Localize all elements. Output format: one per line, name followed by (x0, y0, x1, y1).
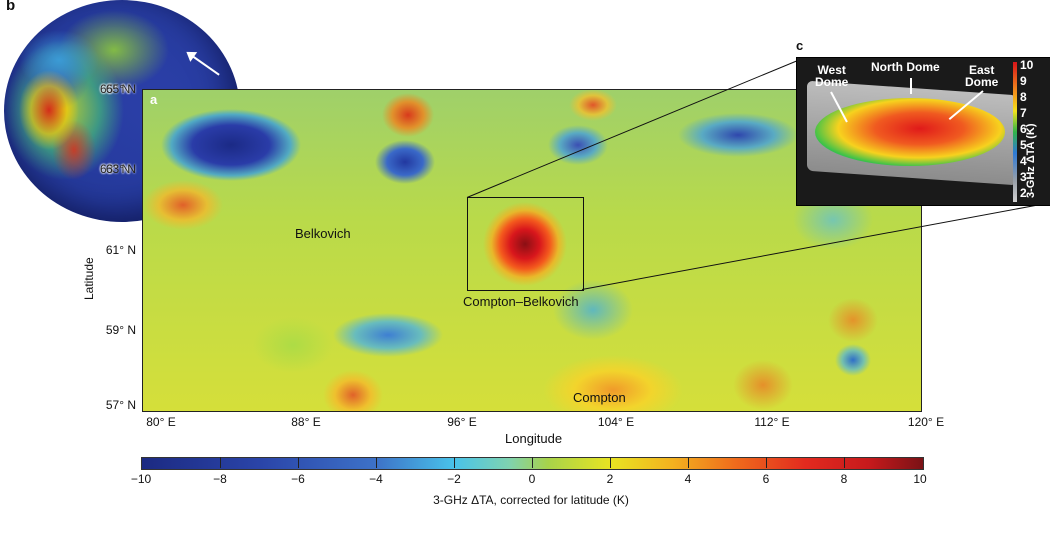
colorbar-title: 3-GHz ΔTA, corrected for latitude (K) (433, 493, 629, 507)
colorbar-label: 10 (913, 472, 927, 486)
inset-tick: 10 (1020, 58, 1034, 72)
colorbar-label: −8 (213, 472, 227, 486)
y-tick-61: 61° N (105, 243, 136, 257)
x-tick-96: 96° E (447, 415, 477, 429)
colorbar-label: −6 (291, 472, 305, 486)
x-tick-112: 112° E (754, 415, 790, 429)
inset-tick: 2 (1020, 186, 1027, 200)
label-north-dome: North Dome (871, 60, 940, 74)
map-label-compton-belkovich: Compton–Belkovich (463, 294, 579, 309)
arrow-icon (910, 78, 912, 94)
panel-b-letter: b (6, 0, 16, 14)
colorbar-label: −4 (369, 472, 383, 486)
colorbar-label: 2 (606, 472, 614, 486)
y-tick-65: 65° N (105, 82, 136, 96)
y-axis-label: Latitude (82, 257, 96, 300)
y-tick-59: 59° N (105, 323, 136, 337)
inset-tick: 3 (1020, 170, 1027, 184)
colorbar-tick (376, 457, 377, 468)
inset-scale-title: 3-GHz ΔTA (K) (1025, 123, 1037, 198)
colorbar-tick (298, 457, 299, 468)
map-label-belkovich: Belkovich (295, 226, 351, 241)
x-tick-104: 104° E (597, 415, 635, 429)
inset-tick: 8 (1020, 90, 1027, 104)
inset-tick: 9 (1020, 74, 1027, 88)
colorbar-label: −2 (447, 472, 461, 486)
inset-tick: 4 (1020, 154, 1027, 168)
colorbar-label: 4 (684, 472, 692, 486)
x-axis-label: Longitude (505, 431, 563, 446)
x-tick-120: 120° E (907, 415, 945, 429)
map-label-compton: Compton (573, 390, 626, 405)
inset-3d-panel-c: West Dome North Dome East Dome 10 9 8 7 6 … (796, 57, 1050, 206)
globe-lat-65: 65° N (100, 82, 131, 96)
colorbar-tick (454, 457, 455, 468)
inset-heat-dome (815, 98, 1005, 166)
zoom-region-box (467, 197, 584, 291)
inset-color-scale (1013, 62, 1017, 202)
globe-lat-63: 63° N (100, 162, 131, 176)
colorbar-tick (844, 457, 845, 468)
colorbar-label: 8 (840, 472, 848, 486)
inset-tick: 7 (1020, 106, 1027, 120)
colorbar-label: 6 (762, 472, 770, 486)
x-tick-88: 88° E (291, 415, 321, 429)
colorbar-tick (220, 457, 221, 468)
inset-tick: 6 (1020, 122, 1027, 136)
panel-c-letter: c (796, 38, 804, 53)
colorbar-label: 0 (528, 472, 536, 486)
colorbar-tick (688, 457, 689, 468)
label-west-dome: West Dome (815, 63, 849, 89)
inset-tick: 5 (1020, 138, 1027, 152)
panel-a-letter: a (150, 92, 158, 107)
colorbar-tick (532, 457, 533, 468)
colorbar-label: −10 (130, 472, 152, 486)
y-tick-63: 63° N (105, 162, 136, 176)
label-east-dome: East Dome (965, 63, 999, 89)
colorbar-tick (610, 457, 611, 468)
y-tick-57: 57° N (105, 398, 136, 412)
colorbar-tick (766, 457, 767, 468)
x-tick-80: 80° E (146, 415, 176, 429)
